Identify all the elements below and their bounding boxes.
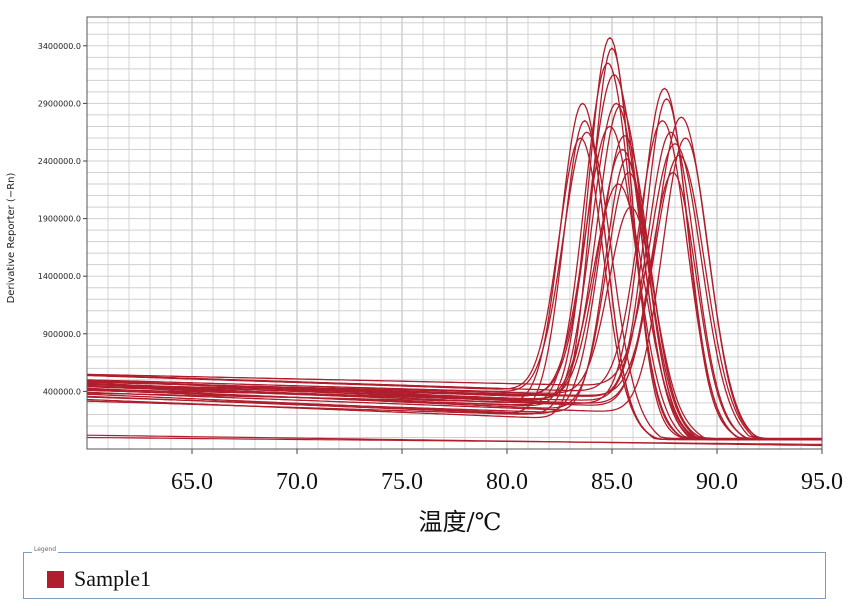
- legend-label: Sample1: [74, 566, 151, 591]
- melt-curve: [86, 131, 822, 440]
- legend-title: Legend: [32, 546, 59, 553]
- x-tick-label: 70.0: [276, 469, 318, 495]
- y-tick-label: 2400000.0: [38, 157, 81, 166]
- low-trace-curve: [86, 434, 823, 447]
- x-tick-label: 75.0: [381, 469, 423, 495]
- x-axis-ticks: 65.0 70.0 75.0 80.0 85.0 90.0 95.0: [171, 449, 843, 495]
- melt-curve-chart: 400000.0 900000.0 1400000.0 1900000.0 240000…: [6, 16, 843, 536]
- y-tick-label: 400000.0: [43, 387, 81, 396]
- y-tick-label: 3400000.0: [38, 42, 81, 51]
- melt-curve: [87, 142, 822, 440]
- y-tick-label: 2900000.0: [38, 99, 81, 108]
- x-tick-label: 80.0: [486, 469, 528, 495]
- melt-curve: [87, 171, 822, 440]
- x-tick-label: 85.0: [591, 469, 633, 495]
- y-axis-label: Derivative Reporter (−Rn): [6, 173, 17, 304]
- y-axis-ticks: 400000.0 900000.0 1400000.0 1900000.0 240000…: [38, 42, 87, 396]
- melt-curve: [87, 206, 822, 440]
- y-tick-label: 1900000.0: [38, 215, 81, 224]
- melt-curve: [86, 154, 822, 440]
- legend-swatch: [47, 570, 64, 588]
- y-tick-label: 900000.0: [43, 330, 81, 339]
- plot-frame: [86, 16, 823, 450]
- x-tick-label: 65.0: [171, 469, 213, 495]
- melt-curve: [87, 137, 822, 441]
- melt-curve: [86, 171, 822, 441]
- legend: Legend Sample1: [23, 546, 826, 599]
- series-curves: [86, 36, 823, 447]
- legend-entry-sample1[interactable]: Sample1: [47, 566, 151, 592]
- y-tick-label: 1400000.0: [38, 272, 81, 281]
- x-tick-label: 90.0: [696, 469, 738, 495]
- melt-curve: [87, 119, 822, 440]
- x-tick-label: 95.0: [801, 469, 843, 495]
- x-axis-label: 温度/℃: [419, 508, 502, 536]
